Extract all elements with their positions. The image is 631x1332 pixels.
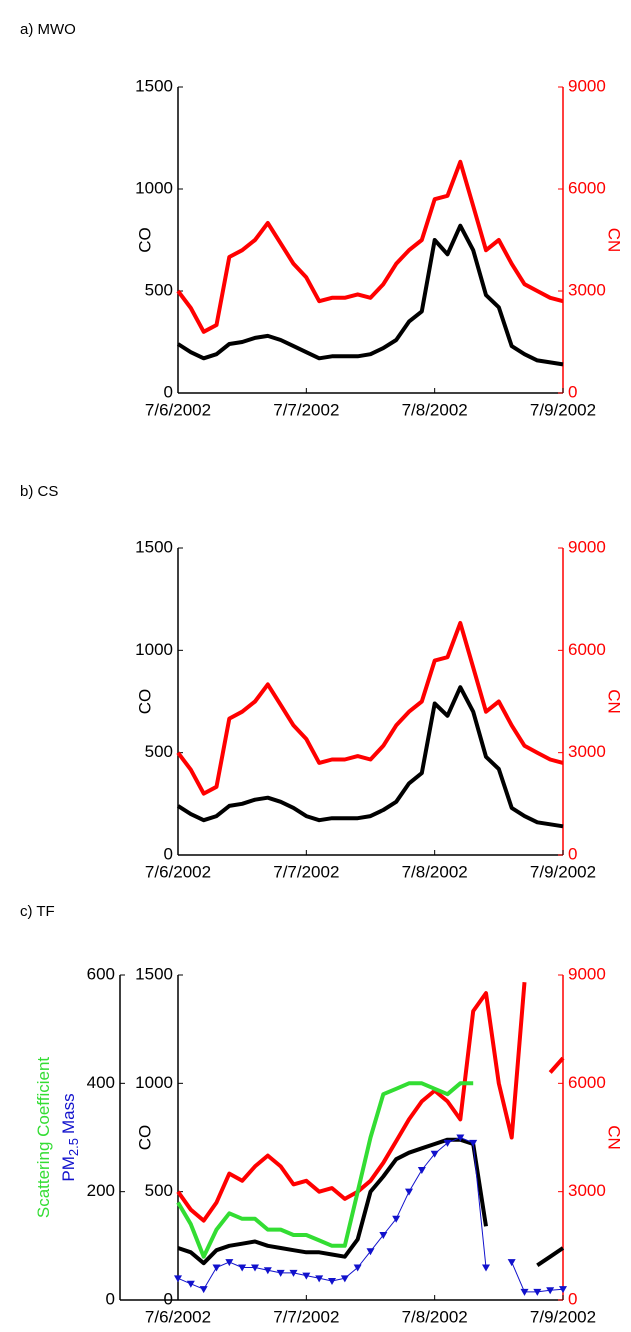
data-point [340, 1275, 349, 1283]
x-tick-label: 7/6/2002 [145, 862, 211, 881]
y-tick-label: 500 [145, 280, 173, 299]
y2-tick-label: 6000 [568, 640, 606, 659]
data-point [186, 1280, 195, 1288]
x-tick-label: 7/8/2002 [402, 400, 468, 419]
data-point [546, 1287, 555, 1295]
data-point [417, 1167, 426, 1174]
x-tick-label: 7/9/2002 [530, 400, 596, 419]
x-tick-label: 7/7/2002 [273, 1307, 339, 1326]
data-point [199, 1286, 208, 1294]
y-axis-label: CO [135, 1125, 154, 1151]
data-point [353, 1264, 362, 1272]
x-tick-label: 7/8/2002 [402, 1307, 468, 1326]
y3-axis-label: Scattering Coefficient [34, 1057, 53, 1219]
series-line [176, 982, 565, 1223]
y-tick-label: 1000 [135, 1073, 173, 1092]
data-point [430, 1150, 439, 1158]
x-tick-label: 7/6/2002 [145, 400, 211, 419]
series-line [176, 685, 564, 829]
y2-tick-label: 3000 [568, 1181, 606, 1200]
data-point [392, 1215, 401, 1223]
panel-title: a) MWO [20, 21, 76, 38]
data-point [405, 1188, 413, 1196]
data-point [366, 1248, 375, 1256]
y2-tick-label: 0 [568, 844, 577, 863]
x-tick-label: 7/8/2002 [402, 862, 468, 881]
y2-tick-label: 6000 [568, 1073, 606, 1092]
data-point [276, 1269, 285, 1277]
y3-axis-label: PM2.5 Mass [59, 1093, 81, 1181]
y2-tick-label: 9000 [568, 537, 606, 556]
data-point [174, 1275, 182, 1283]
x-tick-label: 7/6/2002 [145, 1307, 211, 1326]
y-axis-label: CO [135, 227, 154, 253]
data-point [469, 1139, 478, 1147]
data-point [263, 1267, 272, 1275]
data-point [456, 1134, 465, 1142]
series-line [176, 159, 564, 334]
y3-tick-label: 600 [87, 964, 115, 983]
y2-tick-label: 3000 [568, 280, 606, 299]
y-tick-label: 1500 [135, 76, 173, 95]
y2-axis-label: CN [605, 689, 624, 714]
y-tick-label: 500 [145, 742, 173, 761]
data-point [238, 1264, 247, 1272]
x-tick-label: 7/7/2002 [273, 400, 339, 419]
data-point [507, 1259, 516, 1267]
y-tick-label: 0 [164, 1289, 173, 1308]
data-point [251, 1264, 259, 1272]
data-point [533, 1288, 542, 1296]
y3-tick-label: 0 [106, 1289, 115, 1308]
data-point [559, 1286, 567, 1294]
y2-tick-label: 0 [568, 1289, 577, 1308]
data-point [443, 1139, 452, 1147]
data-point [482, 1264, 490, 1272]
data-point [315, 1275, 324, 1283]
x-tick-label: 7/9/2002 [530, 1307, 596, 1326]
y-tick-label: 0 [164, 844, 173, 863]
data-point [302, 1272, 311, 1280]
y-tick-label: 1000 [135, 640, 173, 659]
x-tick-label: 7/7/2002 [273, 862, 339, 881]
y2-axis-label: CN [605, 228, 624, 253]
y-tick-label: 1000 [135, 178, 173, 197]
y3-tick-label: 200 [87, 1181, 115, 1200]
data-point [289, 1269, 298, 1277]
data-point [212, 1264, 221, 1272]
y3-label-part: Scattering Coefficient [34, 1057, 53, 1219]
data-point [379, 1232, 388, 1239]
y-tick-label: 0 [164, 382, 173, 401]
panel-title: b) CS [20, 483, 58, 500]
y3-label-part: Mass [59, 1093, 78, 1134]
y-tick-label: 1500 [135, 537, 173, 556]
y-tick-label: 500 [145, 1181, 173, 1200]
series-line [176, 1081, 474, 1259]
y2-tick-label: 3000 [568, 742, 606, 761]
data-point [225, 1259, 234, 1267]
data-point [328, 1278, 336, 1286]
y2-tick-label: 0 [568, 382, 577, 401]
y3-label-part: PM [59, 1156, 78, 1182]
y3-label-part: 2.5 [66, 1138, 81, 1156]
data-point [520, 1288, 529, 1296]
y3-tick-label: 400 [87, 1073, 115, 1092]
panel-title: c) TF [20, 903, 55, 920]
y2-tick-label: 9000 [568, 964, 606, 983]
y2-axis-label: CN [605, 1125, 624, 1150]
series-line [176, 621, 564, 796]
x-tick-label: 7/9/2002 [530, 862, 596, 881]
y-tick-label: 1500 [135, 964, 173, 983]
series-line [176, 223, 564, 367]
series-line [177, 1137, 565, 1267]
y-axis-label: CO [135, 689, 154, 715]
y2-tick-label: 9000 [568, 76, 606, 95]
y2-tick-label: 6000 [568, 178, 606, 197]
